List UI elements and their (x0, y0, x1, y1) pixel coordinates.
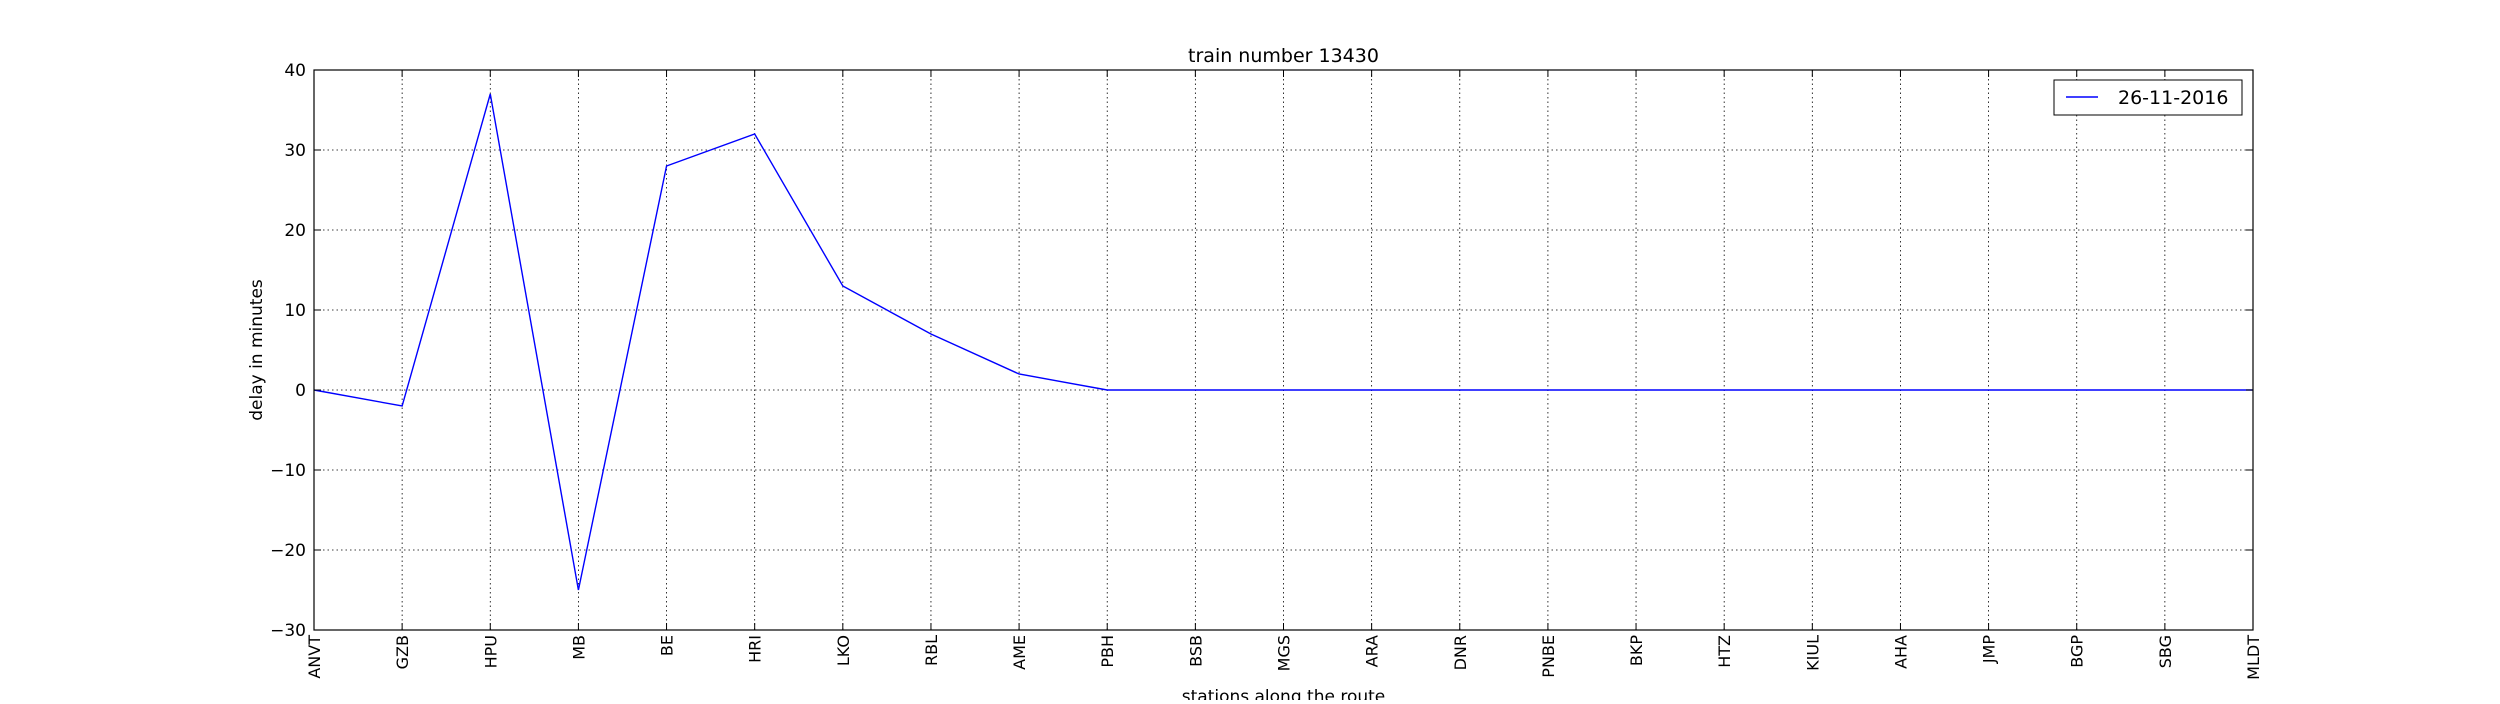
y-tick-label: 40 (284, 61, 306, 81)
x-tick-label: JMP (1980, 635, 1999, 665)
y-tick-label: −30 (270, 621, 306, 641)
x-tick-label: AME (1010, 635, 1029, 670)
x-tick-label: PNBE (1539, 635, 1558, 678)
x-tick-label: MLDT (2244, 635, 2263, 680)
series-layer (313, 93, 2253, 591)
x-tick-label: LKO (834, 635, 853, 666)
x-tick-label: HTZ (1715, 635, 1734, 668)
x-tick-label: GZB (393, 635, 412, 669)
y-axis-label: delay in minutes (247, 279, 267, 421)
x-tick-label: RBL (922, 635, 941, 666)
y-tick-label: 0 (295, 381, 306, 401)
x-tick-label: PBH (1098, 635, 1117, 668)
x-tick-label: HPU (481, 635, 500, 668)
x-tick-label: SBG (2156, 635, 2175, 668)
x-tick-label: BGP (2068, 635, 2087, 668)
legend-label: 26-11-2016 (2118, 87, 2228, 109)
y-tick-label: 30 (284, 141, 306, 161)
chart-title: train number 13430 (1188, 45, 1379, 67)
x-tick-label: BE (658, 635, 677, 656)
x-tick-label: DNR (1451, 635, 1470, 670)
y-tick-label: −20 (270, 541, 306, 561)
y-tick-label: 20 (284, 221, 306, 241)
y-tick-label: −10 (270, 461, 306, 481)
series-line (313, 93, 2253, 591)
x-tick-label: BKP (1627, 635, 1646, 666)
x-tick-label: ANVT (305, 635, 324, 679)
x-axis-label: stations along the route (1182, 687, 1386, 700)
x-tick-label: HRI (746, 635, 765, 663)
x-tick-label: KIUL (1803, 635, 1822, 671)
y-tick-label: 10 (284, 301, 306, 321)
x-tick-label: AHA (1891, 635, 1910, 669)
x-tick-label: MGS (1275, 635, 1294, 671)
axis-ticks: ANVT GZB HPU MB BE HRI LKO RBL AME PBH BSB MGS ARA DN… (270, 61, 2263, 680)
x-tick-label: BSB (1186, 635, 1205, 667)
x-tick-label: ARA (1363, 635, 1382, 667)
x-tick-label: MB (569, 635, 588, 660)
legend: 26-11-2016 (2053, 79, 2243, 116)
